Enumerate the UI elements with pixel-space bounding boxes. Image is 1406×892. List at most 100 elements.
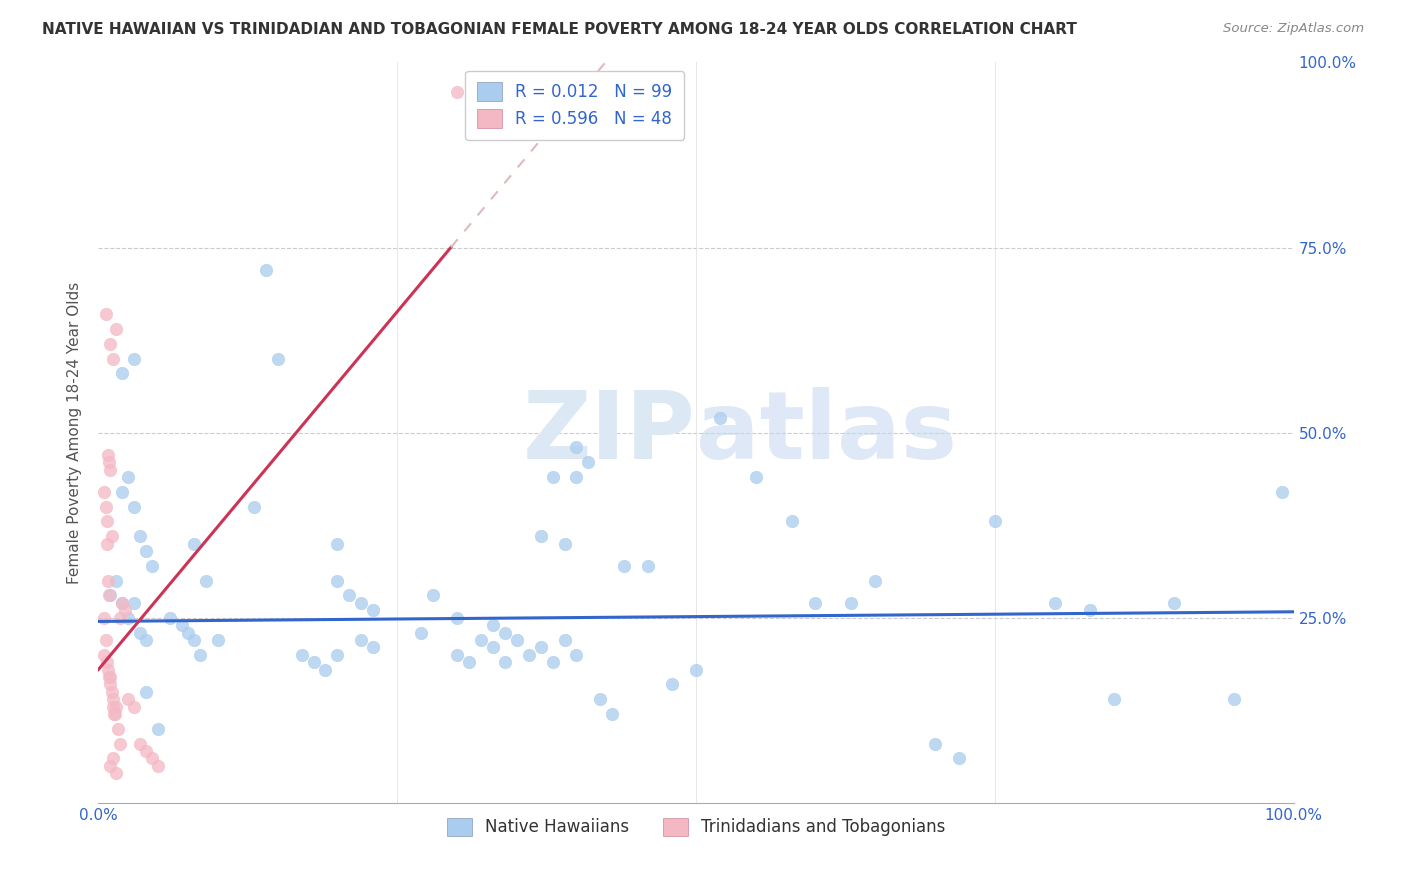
Point: [541, 655, 564, 669]
Point: [105, 766, 128, 780]
Point: [685, 663, 707, 677]
Point: [326, 574, 349, 588]
Point: [111, 367, 134, 381]
Y-axis label: Female Poverty Among 18-24 Year Olds: Female Poverty Among 18-24 Year Olds: [67, 282, 83, 583]
Point: [104, 706, 127, 721]
Point: [94, 632, 117, 647]
Text: ZIP: ZIP: [523, 386, 696, 479]
Point: [565, 648, 588, 662]
Point: [117, 470, 139, 484]
Point: [1104, 692, 1126, 706]
Point: [96, 536, 118, 550]
Point: [578, 455, 600, 469]
Point: [129, 625, 152, 640]
Point: [129, 737, 152, 751]
Point: [865, 574, 887, 588]
Point: [254, 262, 277, 277]
Point: [111, 484, 134, 499]
Point: [446, 85, 468, 99]
Point: [93, 484, 115, 499]
Point: [97, 663, 120, 677]
Point: [148, 722, 170, 736]
Point: [108, 737, 131, 751]
Point: [98, 670, 122, 684]
Point: [780, 515, 803, 529]
Legend: Native Hawaiians, Trinidadians and Tobagonians: Native Hawaiians, Trinidadians and Tobag…: [437, 807, 955, 847]
Point: [350, 632, 373, 647]
Point: [565, 441, 588, 455]
Point: [411, 625, 433, 640]
Point: [494, 655, 516, 669]
Point: [141, 558, 163, 573]
Point: [1163, 596, 1185, 610]
Point: [117, 610, 139, 624]
Point: [446, 610, 468, 624]
Point: [101, 351, 124, 366]
Point: [107, 722, 129, 736]
Point: [541, 470, 564, 484]
Point: [98, 677, 122, 691]
Point: [97, 574, 120, 588]
Point: [195, 574, 218, 588]
Point: [98, 589, 121, 603]
Point: [124, 596, 146, 610]
Point: [481, 640, 505, 655]
Point: [207, 632, 229, 647]
Point: [554, 632, 576, 647]
Point: [530, 640, 553, 655]
Point: [602, 706, 624, 721]
Point: [101, 692, 124, 706]
Point: [135, 544, 157, 558]
Point: [315, 663, 337, 677]
Point: [804, 596, 827, 610]
Point: [98, 758, 122, 772]
Point: [98, 670, 121, 684]
Point: [554, 536, 576, 550]
Point: [96, 515, 118, 529]
Point: [135, 685, 157, 699]
Point: [565, 470, 588, 484]
Point: [177, 625, 200, 640]
Text: NATIVE HAWAIIAN VS TRINIDADIAN AND TOBAGONIAN FEMALE POVERTY AMONG 18-24 YEAR OL: NATIVE HAWAIIAN VS TRINIDADIAN AND TOBAG…: [42, 22, 1077, 37]
Point: [613, 558, 636, 573]
Point: [470, 632, 492, 647]
Point: [114, 603, 136, 617]
Point: [924, 737, 946, 751]
Point: [129, 529, 152, 543]
Point: [98, 455, 121, 469]
Point: [494, 625, 516, 640]
Point: [111, 596, 134, 610]
Point: [291, 648, 314, 662]
Point: [841, 596, 863, 610]
Point: [1043, 596, 1066, 610]
Point: [661, 677, 683, 691]
Text: atlas: atlas: [696, 386, 957, 479]
Point: [105, 322, 128, 336]
Point: [101, 751, 124, 765]
Point: [339, 589, 361, 603]
Point: [111, 596, 134, 610]
Point: [481, 618, 505, 632]
Point: [159, 610, 181, 624]
Point: [94, 500, 117, 514]
Point: [363, 603, 385, 617]
Point: [183, 536, 205, 550]
Point: [135, 632, 157, 647]
Point: [103, 706, 125, 721]
Point: [101, 699, 124, 714]
Point: [93, 648, 115, 662]
Point: [326, 648, 349, 662]
Point: [326, 536, 349, 550]
Point: [141, 751, 163, 765]
Point: [94, 307, 117, 321]
Point: [97, 448, 120, 462]
Point: [188, 648, 211, 662]
Point: [709, 410, 731, 425]
Point: [243, 500, 266, 514]
Point: [100, 685, 122, 699]
Point: [183, 632, 205, 647]
Point: [124, 500, 146, 514]
Point: [530, 529, 553, 543]
Point: [108, 610, 131, 624]
Point: [124, 351, 146, 366]
